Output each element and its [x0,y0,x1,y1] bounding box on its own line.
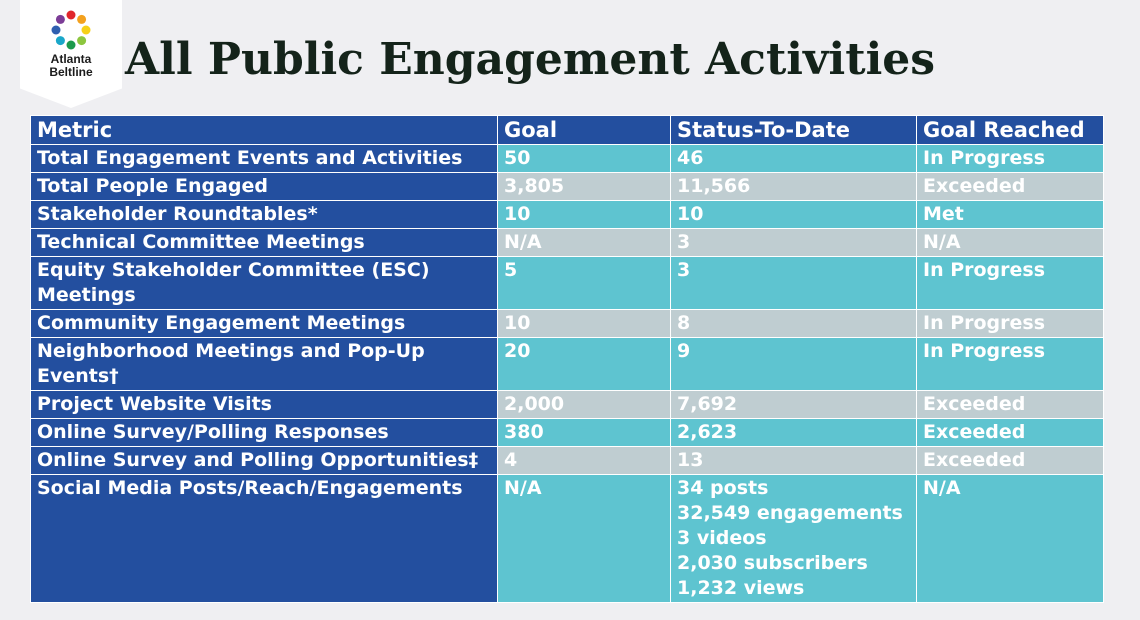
metric-cell: Online Survey and Polling Opportunities‡ [30,446,498,475]
header-goal-reached: Goal Reached [916,115,1104,145]
status-cell: 7,692 [670,390,917,419]
status-line: 3 videos [677,527,767,549]
header-status: Status-To-Date [670,115,917,145]
table-row: Neighborhood Meetings and Pop-Up Events†… [30,337,1104,391]
header-metric: Metric [30,115,498,145]
table-row: Online Survey/Polling Responses 380 2,62… [30,418,1104,447]
metric-cell: Community Engagement Meetings [30,309,498,338]
table-row: Equity Stakeholder Committee (ESC) Meeti… [30,256,1104,310]
goal-reached-cell: In Progress [916,337,1104,391]
goal-reached-cell: In Progress [916,256,1104,310]
table-row: Stakeholder Roundtables* 10 10 Met [30,200,1104,229]
status-cell: 3 [670,228,917,257]
table-row: Social Media Posts/Reach/Engagements N/A… [30,474,1104,603]
goal-reached-cell: Exceeded [916,172,1104,201]
page-title: All Public Engagement Activities [125,34,936,85]
goal-cell: 10 [497,200,671,229]
goal-reached-cell: Exceeded [916,446,1104,475]
logo-text-line2: Beltline [49,65,93,79]
goal-reached-cell: In Progress [916,144,1104,173]
table-row: Total People Engaged 3,805 11,566 Exceed… [30,172,1104,201]
status-line: 32,549 engagements [677,502,903,524]
goal-cell: 4 [497,446,671,475]
table-row: Technical Committee Meetings N/A 3 N/A [30,228,1104,257]
status-cell: 11,566 [670,172,917,201]
table-header-row: Metric Goal Status-To-Date Goal Reached [30,115,1104,145]
metric-cell: Total Engagement Events and Activities [30,144,498,173]
status-line: 34 posts [677,477,769,499]
goal-reached-cell: In Progress [916,309,1104,338]
status-cell: 46 [670,144,917,173]
engagement-table: Metric Goal Status-To-Date Goal Reached … [30,115,1104,603]
goal-reached-cell: Met [916,200,1104,229]
goal-cell: 3,805 [497,172,671,201]
status-cell: 34 posts 32,549 engagements 3 videos 2,0… [670,474,917,603]
goal-cell: 50 [497,144,671,173]
goal-cell: N/A [497,228,671,257]
metric-cell: Equity Stakeholder Committee (ESC) Meeti… [30,256,498,310]
metric-cell: Technical Committee Meetings [30,228,498,257]
logo-text-line1: Atlanta [50,52,92,66]
metric-cell: Neighborhood Meetings and Pop-Up Events† [30,337,498,391]
logo-badge: Atlanta Beltline [20,0,122,108]
table-row: Online Survey and Polling Opportunities‡… [30,446,1104,475]
header-goal: Goal [497,115,671,145]
goal-reached-cell: Exceeded [916,390,1104,419]
goal-cell: 10 [497,309,671,338]
goal-cell: 2,000 [497,390,671,419]
metric-cell: Total People Engaged [30,172,498,201]
status-cell: 2,623 [670,418,917,447]
goal-cell: 380 [497,418,671,447]
goal-reached-cell: N/A [916,474,1104,603]
metric-cell: Project Website Visits [30,390,498,419]
beltline-ring-logo-icon [51,10,91,50]
table-row: Community Engagement Meetings 10 8 In Pr… [30,309,1104,338]
status-cell: 13 [670,446,917,475]
goal-cell: 20 [497,337,671,391]
metric-cell: Online Survey/Polling Responses [30,418,498,447]
goal-reached-cell: N/A [916,228,1104,257]
goal-reached-cell: Exceeded [916,418,1104,447]
metric-cell: Social Media Posts/Reach/Engagements [30,474,498,603]
status-line: 2,030 subscribers [677,552,868,574]
status-cell: 9 [670,337,917,391]
table-row: Total Engagement Events and Activities 5… [30,144,1104,173]
status-cell: 10 [670,200,917,229]
goal-cell: N/A [497,474,671,603]
metric-cell: Stakeholder Roundtables* [30,200,498,229]
status-cell: 3 [670,256,917,310]
status-cell: 8 [670,309,917,338]
status-line: 1,232 views [677,577,805,599]
goal-cell: 5 [497,256,671,310]
table-row: Project Website Visits 2,000 7,692 Excee… [30,390,1104,419]
